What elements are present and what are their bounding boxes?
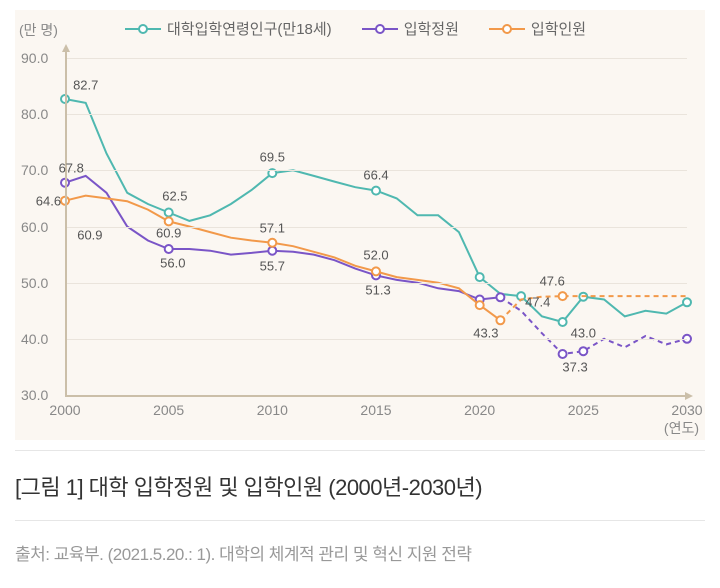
data-point-label: 43.0 bbox=[571, 326, 596, 341]
legend-label: 입학정원 bbox=[404, 18, 459, 39]
divider bbox=[15, 520, 705, 521]
data-point-label: 56.0 bbox=[160, 256, 185, 271]
x-tick-label: 2030 bbox=[671, 402, 702, 418]
figure-caption: [그림 1] 대학 입학정원 및 입학인원 (2000년-2030년) bbox=[15, 470, 482, 502]
legend-item-age18: 대학입학연령인구(만18세) bbox=[125, 18, 332, 39]
divider bbox=[15, 450, 705, 451]
x-tick-label: 2005 bbox=[153, 402, 184, 418]
y-tick-label: 50.0 bbox=[21, 275, 48, 291]
x-tick-label: 2015 bbox=[360, 402, 391, 418]
data-point-label: 47.4 bbox=[525, 295, 550, 310]
x-tick-label: 2025 bbox=[568, 402, 599, 418]
x-tick-label: 2010 bbox=[257, 402, 288, 418]
data-point-label: 82.7 bbox=[73, 77, 98, 92]
data-point-label: 62.5 bbox=[162, 188, 187, 203]
figure-source: 출처: 교육부. (2021.5.20.: 1). 대학의 체계적 관리 및 혁… bbox=[15, 540, 472, 565]
data-point-label: 60.9 bbox=[156, 226, 181, 241]
data-point-label: 52.0 bbox=[363, 247, 388, 262]
legend-label: 대학입학연령인구(만18세) bbox=[167, 18, 332, 39]
y-tick-label: 70.0 bbox=[21, 162, 48, 178]
data-point-label: 69.5 bbox=[260, 150, 285, 165]
data-point-label: 67.8 bbox=[59, 160, 84, 175]
chart-legend: 대학입학연령인구(만18세) 입학정원 입학인원 bbox=[125, 18, 586, 39]
data-point-label: 51.3 bbox=[365, 282, 390, 297]
legend-label: 입학인원 bbox=[531, 18, 586, 39]
x-tick-label: 2000 bbox=[49, 402, 80, 418]
data-point-label: 66.4 bbox=[363, 167, 388, 182]
data-point-label: 55.7 bbox=[260, 258, 285, 273]
data-point-label: 60.9 bbox=[77, 227, 102, 242]
y-tick-label: 60.0 bbox=[21, 219, 48, 235]
data-point-label: 43.3 bbox=[473, 325, 498, 340]
legend-item-enrolled: 입학인원 bbox=[489, 18, 586, 39]
x-tick-label: 2020 bbox=[464, 402, 495, 418]
y-tick-label: 40.0 bbox=[21, 331, 48, 347]
data-point-label: 57.1 bbox=[260, 220, 285, 235]
legend-item-quota: 입학정원 bbox=[362, 18, 459, 39]
data-point-label: 47.6 bbox=[540, 273, 565, 288]
y-tick-label: 80.0 bbox=[21, 106, 48, 122]
x-axis-unit: (연도) bbox=[664, 418, 699, 438]
y-tick-label: 90.0 bbox=[21, 50, 48, 66]
y-tick-label: 30.0 bbox=[21, 387, 48, 403]
data-point-label: 64.6 bbox=[36, 193, 61, 208]
y-axis-unit: (만 명) bbox=[19, 20, 58, 40]
chart-container: (만 명) (연도) 대학입학연령인구(만18세) 입학정원 입학인원 30.0… bbox=[15, 10, 705, 440]
data-point-label: 37.3 bbox=[562, 359, 587, 374]
